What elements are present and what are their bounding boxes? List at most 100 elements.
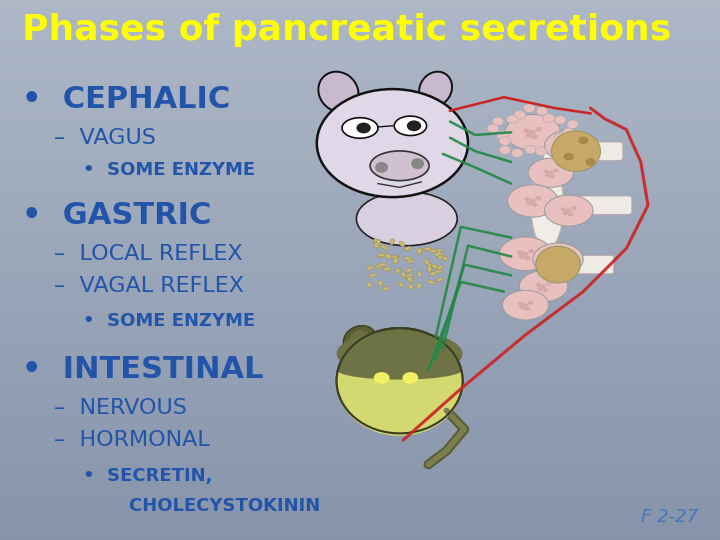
Circle shape	[530, 199, 536, 203]
Ellipse shape	[508, 185, 558, 217]
Circle shape	[554, 133, 566, 142]
Text: –  HORMONAL: – HORMONAL	[54, 430, 210, 450]
Circle shape	[507, 115, 518, 124]
Ellipse shape	[380, 245, 387, 249]
Ellipse shape	[434, 270, 442, 273]
Ellipse shape	[317, 89, 468, 197]
Ellipse shape	[405, 274, 413, 278]
Ellipse shape	[431, 264, 438, 269]
Ellipse shape	[393, 255, 397, 261]
Circle shape	[487, 124, 499, 133]
Ellipse shape	[369, 273, 377, 277]
FancyBboxPatch shape	[544, 196, 632, 214]
Circle shape	[525, 307, 530, 311]
Text: –  NERVOUS: – NERVOUS	[54, 397, 187, 418]
Circle shape	[568, 212, 573, 217]
Circle shape	[546, 281, 552, 286]
Ellipse shape	[409, 284, 413, 290]
Ellipse shape	[395, 268, 400, 274]
Circle shape	[356, 123, 371, 133]
Ellipse shape	[544, 195, 593, 226]
Ellipse shape	[370, 151, 429, 181]
Ellipse shape	[533, 243, 583, 275]
Circle shape	[561, 207, 567, 211]
Circle shape	[492, 117, 504, 126]
Text: •  SOME ENZYME: • SOME ENZYME	[83, 161, 255, 179]
Circle shape	[564, 153, 574, 160]
Ellipse shape	[337, 328, 463, 433]
Circle shape	[554, 116, 566, 124]
Circle shape	[550, 255, 556, 260]
Ellipse shape	[519, 271, 568, 302]
Ellipse shape	[428, 263, 432, 269]
Circle shape	[537, 287, 543, 291]
Ellipse shape	[348, 330, 372, 350]
Circle shape	[550, 148, 562, 157]
Circle shape	[536, 127, 542, 132]
Ellipse shape	[408, 277, 414, 282]
Ellipse shape	[406, 268, 412, 273]
Circle shape	[543, 113, 554, 122]
Circle shape	[536, 106, 548, 115]
Ellipse shape	[337, 330, 463, 377]
Ellipse shape	[343, 326, 377, 355]
Circle shape	[563, 128, 575, 137]
Ellipse shape	[417, 271, 422, 277]
Text: •  SECRETIN,: • SECRETIN,	[83, 467, 212, 485]
Ellipse shape	[398, 282, 404, 287]
Circle shape	[511, 148, 523, 157]
Ellipse shape	[378, 280, 382, 286]
Text: •  GASTRIC: • GASTRIC	[22, 201, 211, 231]
Text: –  LOCAL REFLEX: – LOCAL REFLEX	[54, 244, 243, 264]
Text: •  CEPHALIC: • CEPHALIC	[22, 85, 230, 114]
Circle shape	[528, 301, 534, 305]
Ellipse shape	[406, 260, 414, 263]
Circle shape	[535, 147, 546, 156]
Circle shape	[518, 302, 523, 306]
Circle shape	[585, 158, 595, 166]
Circle shape	[523, 252, 528, 256]
Circle shape	[571, 141, 577, 145]
Ellipse shape	[374, 239, 378, 245]
Circle shape	[548, 171, 554, 175]
Circle shape	[531, 134, 538, 139]
Ellipse shape	[436, 266, 444, 269]
Ellipse shape	[377, 264, 382, 270]
Circle shape	[517, 250, 523, 255]
Ellipse shape	[531, 162, 564, 248]
Ellipse shape	[552, 131, 600, 172]
Ellipse shape	[404, 256, 412, 260]
Ellipse shape	[419, 72, 452, 106]
Ellipse shape	[401, 272, 406, 278]
Ellipse shape	[408, 276, 412, 282]
Ellipse shape	[428, 280, 434, 285]
Circle shape	[526, 133, 532, 138]
Circle shape	[536, 283, 541, 287]
Circle shape	[566, 144, 572, 148]
Ellipse shape	[424, 259, 429, 265]
Ellipse shape	[318, 72, 359, 112]
Circle shape	[553, 168, 558, 172]
Ellipse shape	[390, 239, 395, 245]
FancyBboxPatch shape	[544, 142, 623, 160]
Circle shape	[552, 260, 557, 264]
Circle shape	[407, 120, 421, 131]
Circle shape	[524, 197, 530, 202]
Circle shape	[561, 143, 567, 146]
Ellipse shape	[379, 263, 386, 266]
Circle shape	[402, 372, 418, 384]
Text: •  INTESTINAL: • INTESTINAL	[22, 355, 263, 384]
Ellipse shape	[435, 249, 442, 253]
Text: Phases of pancreatic secretions: Phases of pancreatic secretions	[22, 13, 671, 46]
Circle shape	[531, 202, 537, 207]
Ellipse shape	[375, 162, 388, 173]
Circle shape	[557, 261, 563, 265]
Ellipse shape	[382, 287, 390, 291]
Circle shape	[563, 128, 575, 137]
Ellipse shape	[411, 158, 424, 169]
Ellipse shape	[436, 252, 444, 256]
Ellipse shape	[378, 254, 385, 258]
Circle shape	[526, 201, 532, 206]
Circle shape	[374, 372, 390, 384]
Ellipse shape	[405, 247, 412, 250]
